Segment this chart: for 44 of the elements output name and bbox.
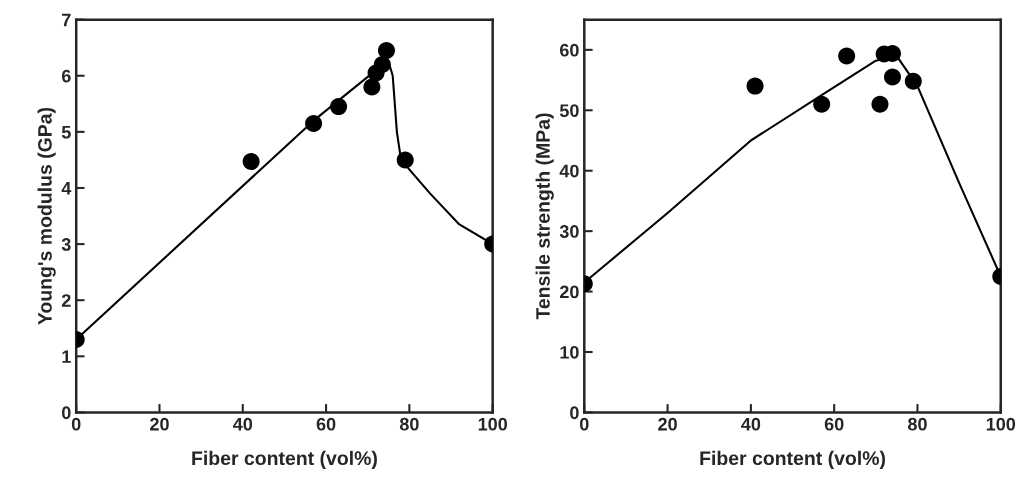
y-tick-label: 50	[559, 104, 579, 118]
y-axis-title: Tensile strength (MPa)	[535, 113, 554, 320]
y-tick-label: 20	[559, 285, 579, 299]
y-axis-title: Young's modulus (GPa)	[37, 107, 56, 325]
x-tick-label: 100	[478, 417, 507, 431]
y-tick-label: 4	[61, 182, 72, 195]
y-tick-label: 0	[62, 406, 71, 420]
y-tick-label: 0	[570, 406, 579, 420]
y-tick-label: 40	[559, 164, 579, 178]
x-tick-label: 80	[908, 417, 927, 431]
point	[746, 77, 764, 95]
y-tick-label: 6	[61, 69, 71, 83]
point	[813, 95, 831, 113]
y-tick-label: 2	[61, 294, 71, 307]
y-tick-label: 1	[62, 350, 71, 363]
x-tick-label: 20	[150, 417, 169, 431]
y-tick-label: 10	[560, 345, 579, 359]
x-tick-label: 60	[824, 417, 844, 431]
y-tick-label: 5	[61, 125, 71, 139]
point	[883, 68, 901, 86]
point	[242, 153, 260, 171]
x-tick-label: 0	[71, 417, 81, 431]
x-tick-label: 40	[233, 417, 253, 431]
x-axis-title: Fiber content (vol%)	[700, 450, 886, 469]
x-tick-label: 40	[741, 417, 761, 431]
y-tick-label: 30	[559, 225, 579, 238]
point	[373, 56, 391, 74]
y-tick-label: 3	[61, 238, 71, 251]
y-tick-label: 60	[560, 43, 579, 57]
point	[305, 114, 323, 132]
x-tick-label: 60	[316, 417, 336, 431]
x-tick-label: 0	[579, 417, 589, 431]
x-axis-title: Fiber content (vol%)	[192, 450, 377, 469]
point	[396, 151, 414, 169]
point	[363, 78, 381, 96]
point	[871, 95, 889, 113]
x-tick-label: 100	[986, 417, 1016, 431]
point	[838, 47, 856, 65]
x-tick-label: 80	[399, 417, 419, 431]
point	[377, 42, 395, 60]
x-tick-label: 20	[658, 417, 677, 431]
point	[904, 72, 922, 90]
point	[330, 98, 348, 116]
y-tick-label: 7	[62, 13, 71, 27]
